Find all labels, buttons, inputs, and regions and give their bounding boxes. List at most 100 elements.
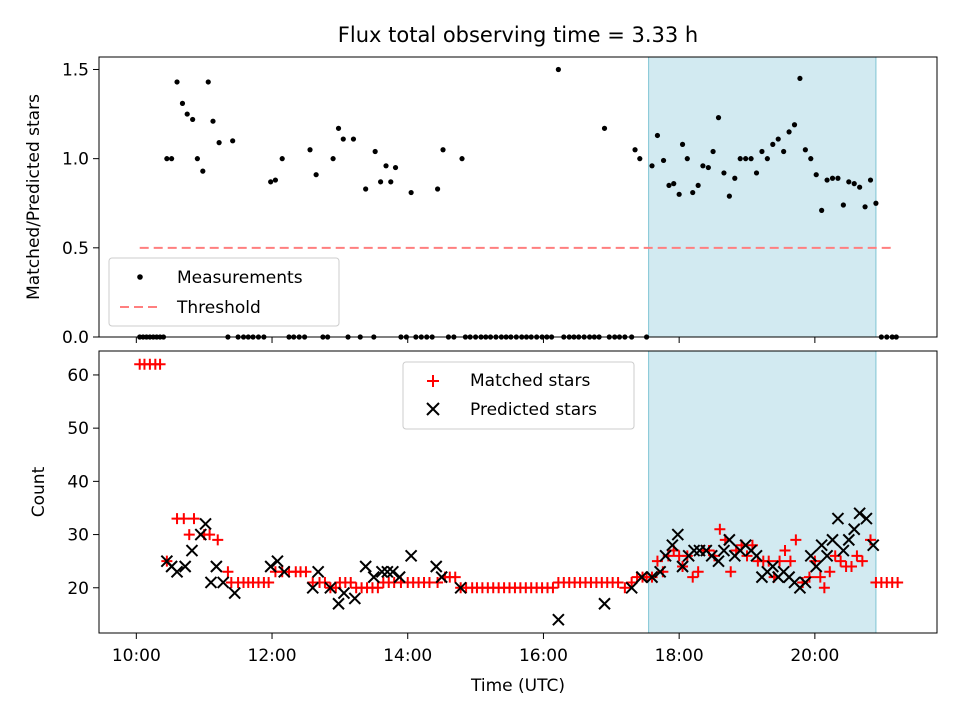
measurement-point [671,181,677,187]
measurement-point [748,156,754,162]
x-tick-label: 16:00 [519,646,568,666]
predicted-star-point [687,544,701,557]
measurement-point [637,156,643,162]
matched-star-point [892,576,904,588]
x-tick-label: 10:00 [112,646,161,666]
predicted-star-point [810,560,823,573]
measurement-point [753,170,760,176]
measurement-point [715,115,722,121]
measurement-point [737,156,743,162]
measurement-point [649,163,655,169]
predicted-star-point [799,576,812,589]
measurement-point [721,170,727,176]
matched-star-point [790,534,802,546]
measurement-point [350,136,357,142]
measurement-point [440,147,446,153]
matched-star-point [188,513,200,525]
predicted-star-point [306,581,319,594]
matched-star-point [547,582,559,594]
predicted-star-point [359,560,372,573]
predicted-star-point [271,554,284,568]
measurement-point [164,156,170,162]
predicted-star-point [185,544,199,557]
measurement-point [819,207,825,213]
measurement-point [679,141,686,147]
matched-star-point [835,555,847,567]
predicted-star-point [635,570,649,584]
legend-matched-label: Matched stars [470,371,590,391]
predicted-star-point [367,570,381,584]
matched-star-point [851,550,863,562]
measurement-point [764,156,770,162]
predicted-star-point [712,554,725,568]
matched-star-point [846,560,858,572]
predicted-star-point [194,528,207,541]
predicted-star-point [653,565,667,579]
predicted-star-point [386,565,400,579]
measurement-point [210,118,216,124]
measurement-point [340,136,346,142]
measurement-point [654,132,661,139]
predicted-star-point [831,512,845,525]
top-ticks: 0.0 0.5 1.0 1.5 [62,60,816,348]
predicted-star-point [278,565,291,579]
predicted-star-point [337,586,351,600]
matched-star-point [449,571,461,583]
measurement-point [840,202,846,208]
predicted-star-point [750,549,763,563]
legend-measurement-marker [137,274,143,280]
matched-star-point [300,566,312,578]
top-y-tick-label: 0.5 [62,239,89,259]
predicted-star-point [199,517,212,531]
predicted-star-point [867,539,880,552]
x-axis-label: Time (UTC) [470,676,565,696]
measurement-point [824,177,830,183]
measurement-point [759,148,765,155]
matched-star-point [725,566,737,578]
predicted-star-point [717,544,731,557]
matched-star-point [774,555,786,567]
measurement-point [813,172,819,178]
predicted-star-point [804,549,817,563]
top-y-tick-label: 1.5 [62,60,89,80]
matched-star-points [134,358,904,594]
measurement-point [169,156,175,162]
measurement-point [388,179,394,185]
top-y-axis-label: Matched/Predicted stars [24,94,44,300]
bottom-y-tick-label: 30 [67,526,89,546]
x-tick-label: 18:00 [655,646,704,666]
predicted-star-point [848,523,861,536]
bottom-highlight-span [648,350,877,634]
predicted-star-point [853,507,866,520]
measurement-point [408,189,414,196]
predicted-star-point [170,565,184,579]
matched-star-point [183,529,195,541]
matched-star-point [263,576,275,588]
measurement-point [705,164,711,171]
matched-star-point [204,529,216,541]
measurement-point [194,156,200,162]
legend-predicted-marker [426,402,440,416]
predicted-star-point [311,565,325,579]
bottom-axes-frame [98,350,938,634]
measurement-point [660,157,667,164]
top-legend: Measurements Threshold [108,257,340,327]
predicted-star-points [160,507,880,626]
measurement-point [829,175,836,181]
predicted-star-point [228,586,241,600]
bottom-y-axis-label: Count [29,466,49,517]
bottom-ticks: 20 30 40 50 60 10:00 12:00 14:00 16:00 18:00 20:00 [67,366,839,666]
measurement-point [770,141,776,147]
measurement-point [205,79,211,85]
measurement-point [808,156,814,162]
top-y-tick-label: 1.0 [62,150,89,170]
x-tick-label: 14:00 [383,646,432,666]
measurement-point [272,177,279,183]
measurement-point [786,129,792,135]
measurement-point [179,100,186,106]
measurement-point [690,189,696,196]
measurement-point [797,75,803,82]
top-y-tick-label: 0.0 [62,328,89,348]
measurement-point [372,148,378,155]
predicted-star-point [348,592,362,605]
